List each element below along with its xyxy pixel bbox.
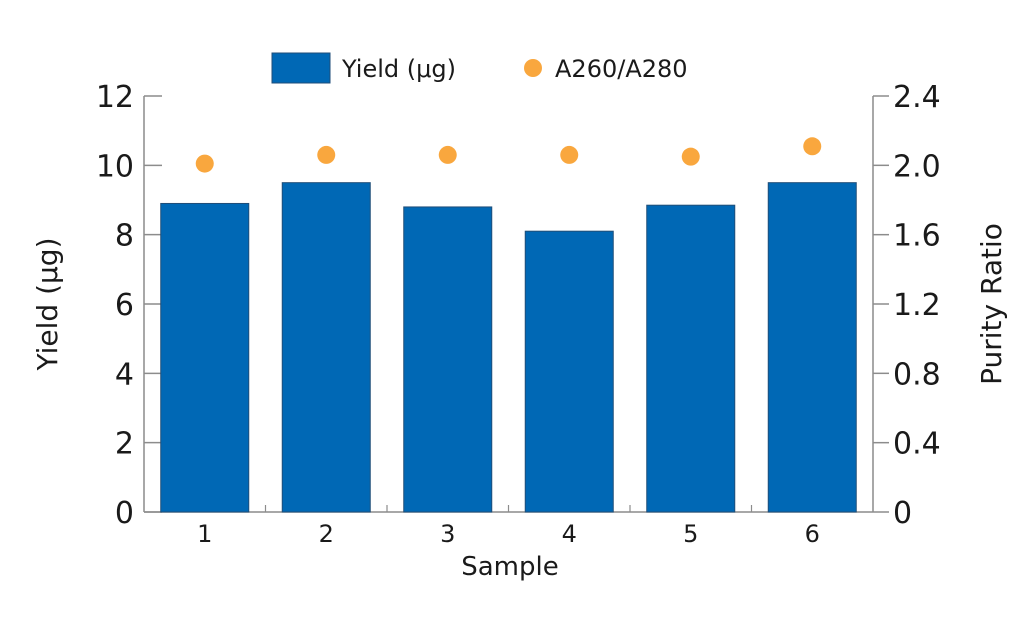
y-tick-label: 10 [96,149,134,184]
x-tick-label: 3 [440,520,455,548]
bar-sample-1 [160,202,250,513]
purity-dot-sample-3 [438,145,457,164]
bar-series [160,182,857,513]
legend-bar-swatch [271,52,331,84]
purity-dot-sample-4 [560,145,579,164]
purity-dot-sample-6 [803,137,822,156]
x-tick-label: 4 [562,520,577,548]
y-tick-label: 4 [115,357,134,392]
x-tick-label: 2 [319,520,334,548]
y-tick-label: 2 [115,427,134,462]
y2-tick-label: 0 [893,496,912,531]
bar-sample-6 [767,182,857,513]
legend-bar-label: Yield (μg) [341,55,456,83]
y-tick-label: 0 [115,496,134,531]
x-tick-label: 6 [805,520,820,548]
bar-sample-3 [403,206,493,513]
legend-dot-label: A260/A280 [555,55,688,83]
y-tick-label: 12 [96,80,134,115]
legend: Yield (μg) A260/A280 [271,52,688,84]
x-tick-label: 5 [683,520,698,548]
y-tick-label: 6 [115,288,134,323]
x-axis-title: Sample [461,552,559,582]
left-y-axis: 0 2 4 6 8 10 12 [96,80,162,531]
purity-dot-sample-5 [681,147,700,166]
right-y-axis: 0 0.4 0.8 1.2 1.6 2.0 2.4 [872,80,941,531]
y2-tick-label: 0.8 [893,357,941,392]
y-tick-label: 8 [115,219,134,254]
y2-tick-label: 2.4 [893,80,941,115]
y2-axis-title: Purity Ratio [975,223,1008,385]
purity-dot-sample-2 [317,145,336,164]
bar-sample-4 [524,230,614,513]
dot-series [195,137,822,173]
bar-sample-5 [646,204,736,513]
y2-tick-label: 1.2 [893,288,941,323]
y-axis-title: Yield (μg) [31,238,64,372]
y2-tick-label: 0.4 [893,427,941,462]
y2-tick-label: 2.0 [893,149,941,184]
x-axis: 1 2 3 4 5 6 [144,505,873,548]
purity-dot-sample-1 [195,154,214,173]
x-tick-label: 1 [197,520,212,548]
y2-tick-label: 1.6 [893,219,941,254]
bar-sample-2 [281,182,371,513]
legend-dot-swatch [524,59,542,77]
